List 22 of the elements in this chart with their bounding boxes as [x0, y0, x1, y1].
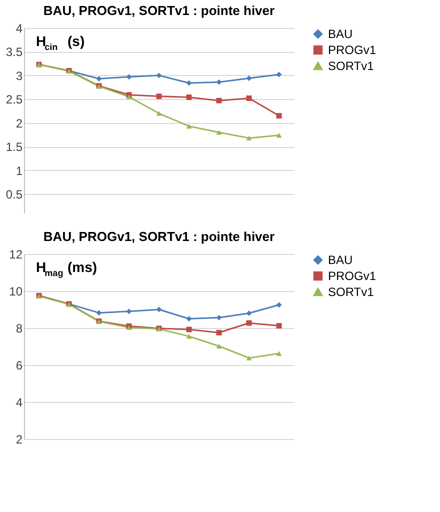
y-tick-label: 0.5 — [6, 188, 23, 202]
legend-label: BAU — [328, 253, 353, 267]
legend-label: PROGv1 — [328, 43, 376, 57]
legend-label: PROGv1 — [328, 269, 376, 283]
y-tick-label: 12 — [9, 248, 23, 262]
legend-label: SORTv1 — [328, 285, 374, 299]
y-tick-label: 4 — [16, 22, 23, 36]
y-tick-label: 10 — [9, 284, 23, 298]
y-tick-label: 1.5 — [6, 140, 23, 154]
chart-title: BAU, PROGv1, SORTv1 : pointe hiver — [43, 3, 275, 18]
y-tick-label: 3.5 — [6, 45, 23, 60]
y-tick-label: 2 — [16, 432, 23, 446]
legend-label: BAU — [328, 27, 353, 41]
y-tick-label: 3 — [16, 68, 23, 83]
y-tick-label: 2.5 — [6, 92, 23, 107]
legend-label: SORTv1 — [328, 59, 374, 73]
y-tick-label: 6 — [16, 358, 23, 372]
chart-title: BAU, PROGv1, SORTv1 : pointe hiver — [43, 229, 275, 244]
y-tick-label: 4 — [16, 396, 23, 410]
y-tick-label: 2 — [16, 116, 23, 130]
y-tick-label: 8 — [16, 322, 23, 336]
y-tick-label: 1 — [16, 164, 23, 178]
